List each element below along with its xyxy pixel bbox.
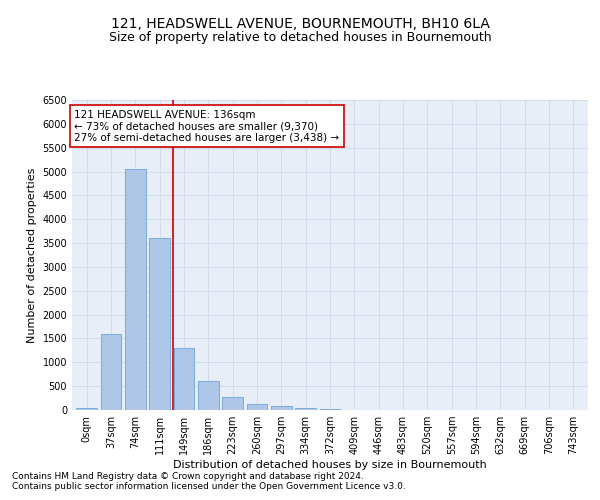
Text: Contains public sector information licensed under the Open Government Licence v3: Contains public sector information licen… <box>12 482 406 491</box>
Bar <box>295 408 316 410</box>
Text: 121 HEADSWELL AVENUE: 136sqm
← 73% of detached houses are smaller (9,370)
27% of: 121 HEADSWELL AVENUE: 136sqm ← 73% of de… <box>74 110 340 142</box>
Bar <box>247 404 268 410</box>
Bar <box>222 396 243 410</box>
Bar <box>125 169 146 410</box>
Bar <box>101 334 121 410</box>
Bar <box>173 348 194 410</box>
Bar <box>320 409 340 410</box>
Y-axis label: Number of detached properties: Number of detached properties <box>27 168 37 342</box>
Text: Size of property relative to detached houses in Bournemouth: Size of property relative to detached ho… <box>109 31 491 44</box>
Bar <box>271 406 292 410</box>
Bar <box>149 238 170 410</box>
X-axis label: Distribution of detached houses by size in Bournemouth: Distribution of detached houses by size … <box>173 460 487 470</box>
Text: Contains HM Land Registry data © Crown copyright and database right 2024.: Contains HM Land Registry data © Crown c… <box>12 472 364 481</box>
Bar <box>76 408 97 410</box>
Text: 121, HEADSWELL AVENUE, BOURNEMOUTH, BH10 6LA: 121, HEADSWELL AVENUE, BOURNEMOUTH, BH10… <box>110 18 490 32</box>
Bar <box>198 382 218 410</box>
